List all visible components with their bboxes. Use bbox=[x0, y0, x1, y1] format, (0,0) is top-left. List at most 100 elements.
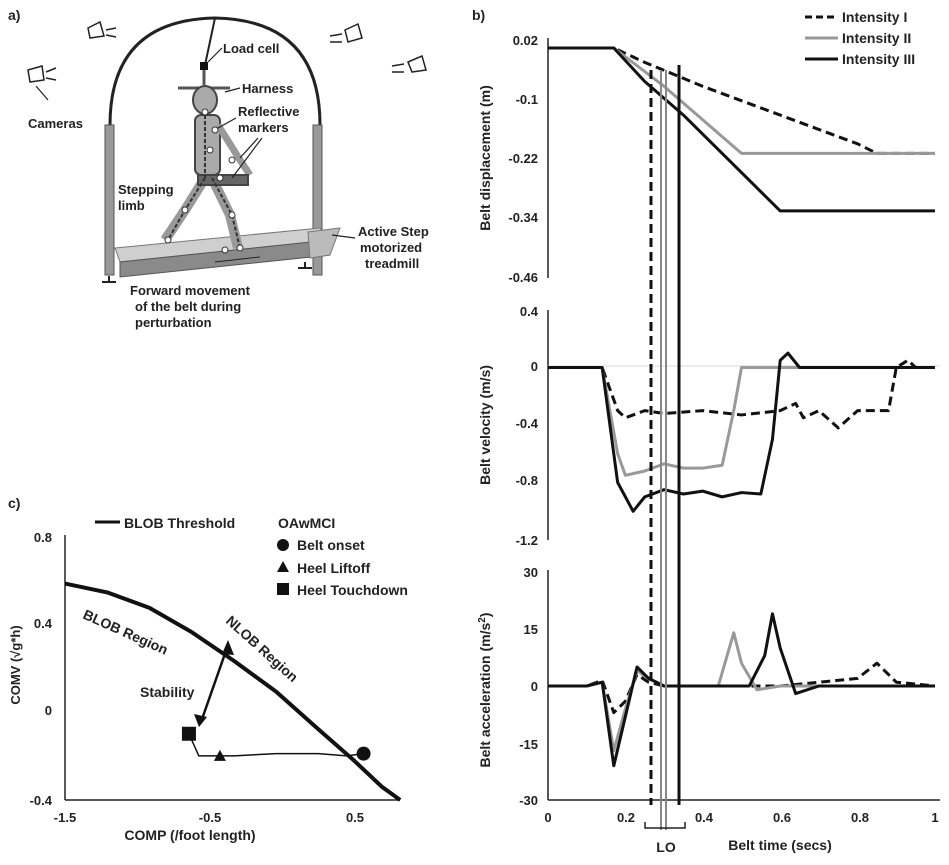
comp-comv-series bbox=[64, 581, 402, 802]
legend-heel-liftoff: Heel Liftoff bbox=[297, 560, 370, 576]
acc-tick-0: 30 bbox=[524, 565, 538, 580]
liftoff-label: LO bbox=[656, 839, 676, 855]
velocity-series-1 bbox=[548, 358, 935, 430]
displacement-series bbox=[548, 46, 935, 213]
vel-tick-4: -1.2 bbox=[516, 533, 538, 548]
comp-x-label: COMP (/foot length) bbox=[124, 827, 255, 843]
legend-b: Intensity I Intensity II Intensity III bbox=[805, 9, 915, 67]
legend-threshold: BLOB Threshold bbox=[124, 515, 235, 531]
disp-tick-4: -0.46 bbox=[508, 270, 538, 285]
camera-icon bbox=[27, 65, 57, 83]
stability-arrow bbox=[194, 640, 234, 727]
label-cameras: Cameras bbox=[28, 116, 83, 131]
disp-tick-1: -0.1 bbox=[516, 92, 538, 107]
acceleration-series-3 bbox=[548, 612, 935, 768]
time-x-label: Belt time (secs) bbox=[728, 837, 831, 853]
displacement-subplot: 0.02 -0.1 -0.22 -0.34 -0.46 Belt displac… bbox=[477, 33, 935, 285]
label-reflective-2: markers bbox=[238, 120, 289, 135]
disp-tick-0: 0.02 bbox=[513, 33, 538, 48]
label-active-1: Active Step bbox=[358, 224, 429, 239]
load-cell-icon bbox=[200, 62, 208, 70]
acc-tick-3: -15 bbox=[519, 737, 538, 752]
label-forward-1: Forward movement bbox=[130, 283, 251, 298]
acceleration-series-2 bbox=[548, 631, 935, 753]
acc-tick-4: -30 bbox=[519, 793, 538, 808]
comv-y-label: COMV (√g*h) bbox=[8, 625, 23, 704]
triangle-marker bbox=[213, 749, 226, 761]
label-forward-2: of the belt during bbox=[135, 299, 241, 314]
x-tick-1: 0.2 bbox=[617, 810, 635, 825]
comv-tick-1: 0.4 bbox=[34, 616, 53, 631]
treadmill-icon bbox=[114, 227, 341, 278]
frame-foot-left bbox=[102, 276, 116, 283]
camera-icon bbox=[87, 20, 117, 39]
camera-icon bbox=[329, 22, 363, 43]
frame-foot-right bbox=[298, 262, 312, 269]
acceleration-series bbox=[548, 612, 936, 768]
disp-tick-2: -0.22 bbox=[508, 151, 538, 166]
legend-intensity-3: Intensity III bbox=[842, 51, 915, 67]
blob-threshold-curve bbox=[64, 581, 402, 802]
panel-c-label: c) bbox=[8, 495, 20, 511]
velocity-series-2 bbox=[548, 366, 935, 477]
panel-a-label: a) bbox=[8, 7, 20, 23]
label-stepping-1: Stepping bbox=[118, 182, 174, 197]
panel-a: a) bbox=[8, 7, 429, 330]
nlob-region-label: NLOB Region bbox=[223, 612, 301, 685]
frame-post-left bbox=[104, 124, 115, 276]
legend-triangle-icon bbox=[277, 561, 289, 572]
time-x-ticks: 0 0.2 0.4 0.6 0.8 1 bbox=[544, 810, 938, 825]
oawmci-trajectory bbox=[188, 733, 364, 757]
legend-group-title: OAwMCI bbox=[278, 515, 335, 531]
panel-b-label: b) bbox=[472, 7, 485, 23]
acc-tick-2: 0 bbox=[531, 679, 538, 694]
disp-tick-3: -0.34 bbox=[508, 210, 538, 225]
legend-intensity-2: Intensity II bbox=[842, 30, 911, 46]
belt-direction-arrow bbox=[214, 256, 261, 263]
label-reflective-1: Reflective bbox=[238, 104, 299, 119]
legend-circle-icon bbox=[277, 539, 289, 551]
comv-tick-0: 0.8 bbox=[34, 530, 52, 545]
x-tick-2: 0.4 bbox=[695, 810, 714, 825]
vel-tick-0: 0.4 bbox=[520, 304, 539, 319]
velocity-ylabel: Belt velocity (m/s) bbox=[477, 365, 493, 485]
legend-heel-touchdown: Heel Touchdown bbox=[297, 582, 408, 598]
velocity-series-3 bbox=[548, 351, 935, 513]
panel-b: b) Intensity I Intensity II Intensity II… bbox=[472, 7, 940, 855]
vel-tick-2: -0.4 bbox=[516, 416, 539, 431]
velocity-series bbox=[548, 351, 935, 513]
legend-belt-onset: Belt onset bbox=[297, 537, 365, 553]
label-harness: Harness bbox=[242, 81, 293, 96]
comv-tick-3: -0.4 bbox=[30, 793, 53, 808]
vel-tick-1: 0 bbox=[531, 359, 538, 374]
x-tick-0: 0 bbox=[544, 810, 551, 825]
circle-marker bbox=[356, 746, 371, 761]
label-stepping-2: limb bbox=[118, 198, 145, 213]
panel-c: c) BLOB Threshold OAwMCI Belt onset Heel… bbox=[8, 495, 408, 843]
acceleration-ylabel: Belt acceleration (m/s2) bbox=[477, 613, 493, 768]
x-tick-5: 1 bbox=[931, 810, 938, 825]
comp-tick-2: 0.5 bbox=[346, 810, 364, 825]
rope bbox=[204, 17, 216, 66]
label-active-2: motorized bbox=[360, 240, 422, 255]
camera-icon bbox=[391, 54, 427, 73]
legend-intensity-1: Intensity I bbox=[842, 9, 907, 25]
displacement-series-2 bbox=[548, 46, 935, 155]
frame-post-right bbox=[312, 124, 323, 276]
label-load-cell: Load cell bbox=[223, 41, 279, 56]
displacement-series-3 bbox=[548, 46, 935, 213]
camera-pointer bbox=[35, 85, 49, 101]
displacement-ylabel: Belt displacement (m) bbox=[477, 85, 493, 230]
comp-tick-0: -1.5 bbox=[54, 810, 76, 825]
comv-tick-2: 0 bbox=[45, 703, 52, 718]
acc-tick-1: 15 bbox=[524, 622, 538, 637]
vel-tick-3: -0.8 bbox=[516, 473, 538, 488]
label-leaders bbox=[207, 47, 356, 239]
velocity-subplot: 0.4 0 -0.4 -0.8 -1.2 Belt velocity (m/s) bbox=[477, 304, 940, 548]
legend-square-icon bbox=[277, 583, 289, 595]
acceleration-subplot: 30 15 0 -15 -30 Belt acceleration (m/s2) bbox=[477, 565, 940, 808]
label-forward-3: perturbation bbox=[135, 315, 212, 330]
liftoff-lines bbox=[644, 65, 686, 830]
x-tick-4: 0.8 bbox=[851, 810, 869, 825]
liftoff-bracket bbox=[644, 822, 686, 829]
